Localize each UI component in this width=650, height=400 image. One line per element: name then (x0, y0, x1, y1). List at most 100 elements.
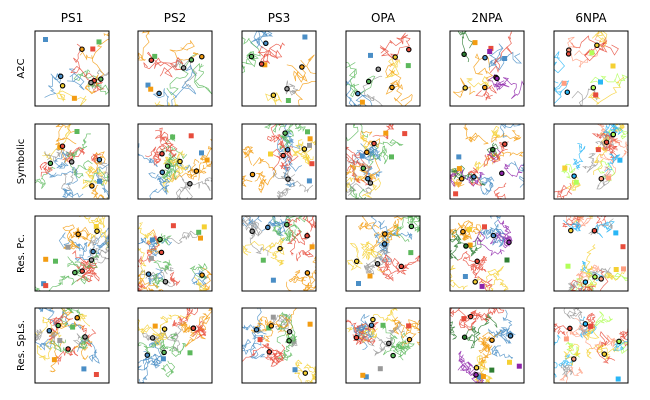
goal-marker (461, 51, 467, 58)
trajectory-line (483, 148, 508, 168)
goal-marker (374, 261, 381, 267)
panel-2NPA-Res. SpLs. (449, 307, 525, 384)
trajectory-line (242, 37, 261, 68)
trajectory-line (589, 72, 628, 87)
trajectory-line (450, 168, 467, 180)
goal-marker (286, 328, 293, 335)
trajectory-line (301, 279, 316, 291)
trajectory-line (401, 322, 417, 347)
panel-PS3-Res. Pc. (241, 215, 317, 292)
goal-marker (199, 53, 205, 60)
column-title: PS1 (61, 11, 84, 25)
endpoint-marker (93, 372, 99, 377)
trajectory-line (276, 311, 292, 344)
endpoint-marker (152, 53, 158, 59)
panel-frame (449, 215, 525, 292)
goal-marker (157, 236, 163, 243)
goal-marker (463, 243, 469, 249)
endpoint-marker (51, 357, 57, 363)
panel-frame (553, 307, 629, 384)
goal-marker (284, 221, 290, 228)
trajectory-line (175, 64, 197, 98)
goal-marker (390, 352, 396, 359)
trajectory-line (138, 237, 159, 256)
trajectory-line (579, 316, 597, 339)
panel-PS1-Res. Pc. (34, 215, 110, 292)
trajectory-line (348, 90, 373, 106)
endpoint-marker (257, 337, 263, 343)
trajectory-line (84, 167, 109, 187)
goal-marker (280, 152, 286, 159)
trajectory-line (47, 330, 61, 343)
panel-frame (241, 215, 317, 292)
trajectories (450, 124, 524, 199)
endpoint-marker (266, 325, 272, 331)
trajectory-line (51, 308, 73, 325)
goal-marker (603, 139, 610, 145)
trajectory-line (385, 63, 402, 95)
goal-marker (406, 46, 412, 53)
trajectory-line (473, 53, 494, 82)
goal-marker (490, 146, 496, 153)
trajectory-line (474, 154, 496, 171)
goal-marker (567, 325, 573, 332)
trajectory-line (352, 329, 376, 346)
goal-marker (88, 257, 95, 263)
trajectory-line (171, 59, 198, 88)
goal-marker (370, 316, 376, 323)
panel-2NPA-A2C (449, 30, 525, 107)
trajectory-line (294, 54, 316, 106)
goal-marker (458, 176, 465, 182)
trajectory-line (450, 308, 476, 329)
goal-marker (94, 228, 100, 234)
trajectory-line (280, 230, 297, 243)
trajectory-line (285, 80, 298, 96)
trajectory-line (346, 175, 365, 192)
trajectory-line (145, 146, 163, 163)
trajectory-line (606, 334, 618, 348)
goal-marker (161, 349, 167, 356)
trajectory-line (251, 323, 274, 342)
endpoint-marker (199, 150, 204, 156)
trajectory-line (148, 172, 168, 189)
trajectory-line (508, 161, 524, 188)
trajectory-line (584, 269, 594, 291)
trajectory-line (584, 40, 608, 62)
endpoint-marker (488, 45, 494, 51)
goal-marker (489, 337, 495, 343)
trajectory-line (138, 143, 158, 168)
panel-6NPA-Res. Pc. (553, 215, 629, 292)
panel-frame (449, 307, 525, 384)
goal-marker (177, 158, 183, 165)
goal-marker (248, 53, 255, 60)
endpoint-marker (285, 98, 291, 103)
trajectory-line (579, 260, 607, 282)
trajectory-line (367, 145, 389, 165)
trajectory-line (283, 156, 295, 188)
trajectory-line (282, 135, 301, 150)
endpoint-marker (149, 237, 155, 243)
trajectory-line (189, 262, 208, 281)
trajectory-line (251, 308, 263, 340)
trajectory-line (613, 337, 628, 351)
trajectory-line (62, 188, 84, 199)
trajectories (554, 31, 628, 106)
panel-PS3-Symbolic (241, 123, 317, 200)
trajectories (554, 308, 628, 383)
trajectory-line (147, 268, 165, 285)
goal-marker (592, 274, 598, 280)
trajectory-line (457, 251, 488, 264)
endpoint-marker (170, 134, 176, 140)
goal-marker (265, 224, 271, 231)
trajectory-line (35, 275, 70, 291)
panel-frame (345, 215, 421, 292)
goal-marker (598, 175, 605, 182)
endpoint-marker (260, 257, 266, 263)
trajectory-line (593, 144, 608, 175)
goal-marker (594, 42, 600, 49)
endpoint-marker (598, 79, 603, 85)
goal-marker (270, 92, 277, 98)
endpoint-marker (90, 46, 96, 52)
row-label: Res. SpLs. (16, 320, 27, 371)
